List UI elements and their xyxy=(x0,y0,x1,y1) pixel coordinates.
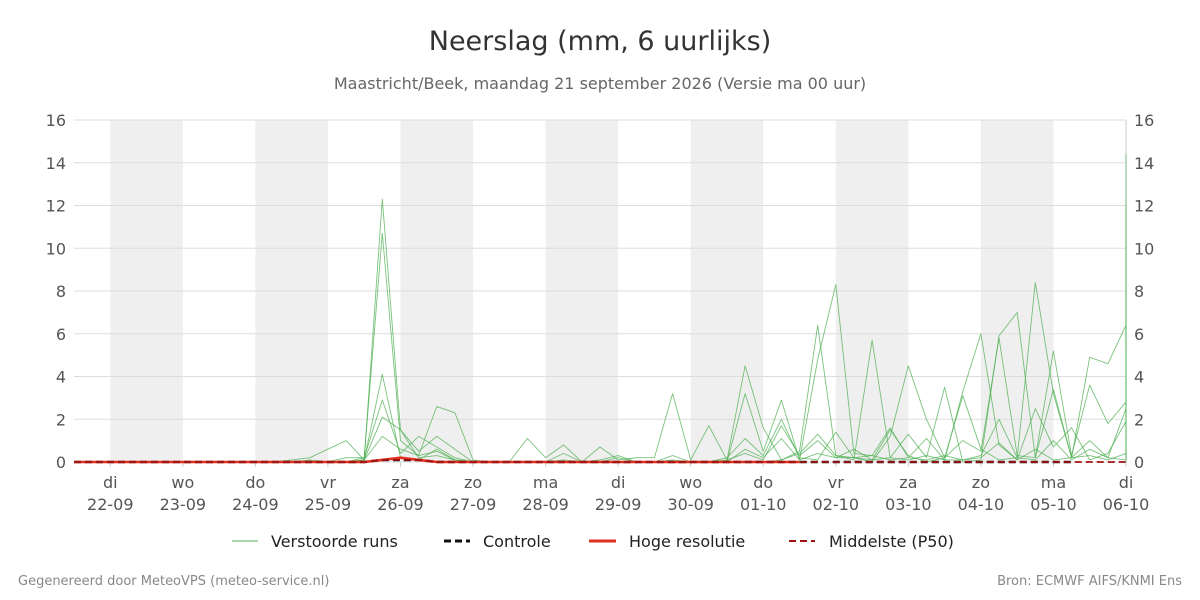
x-tick-day-1: wo xyxy=(171,473,194,492)
x-tick-date-2: 24-09 xyxy=(232,495,279,514)
x-tick-day-6: ma xyxy=(533,473,558,492)
legend-label-hoge-resolutie: Hoge resolutie xyxy=(629,532,745,551)
series-lines xyxy=(74,153,1127,464)
x-tick-date-3: 25-09 xyxy=(305,495,352,514)
legend-label-middelste: Middelste (P50) xyxy=(829,532,954,551)
chart-title: Neerslag (mm, 6 uurlijks) xyxy=(429,26,771,57)
x-tick-date-0: 22-09 xyxy=(87,495,134,514)
legend-item-middelste: Middelste (P50) xyxy=(789,532,954,551)
x-tick-day-12: zo xyxy=(972,473,990,492)
x-tick-day-14: di xyxy=(1119,473,1134,492)
legend-item-controle: Controle xyxy=(444,532,551,551)
legend-item-hoge-resolutie: Hoge resolutie xyxy=(589,532,745,551)
legend-item-verstoorde-runs: Verstoorde runs xyxy=(232,532,398,551)
x-tick-date-8: 30-09 xyxy=(667,495,714,514)
x-tick-date-9: 01-10 xyxy=(740,495,787,514)
y-tick-right-6: 12 xyxy=(1134,197,1154,216)
y-tick-left-1: 2 xyxy=(56,410,66,429)
y-tick-left-4: 8 xyxy=(56,282,66,301)
x-tick-date-4: 26-09 xyxy=(377,495,424,514)
footer-source: Bron: ECMWF AIFS/KNMI Ens xyxy=(997,574,1182,589)
y-tick-left-0: 0 xyxy=(56,453,66,472)
x-tick-day-13: ma xyxy=(1041,473,1066,492)
y-tick-left-5: 10 xyxy=(46,239,66,258)
y-tick-left-6: 12 xyxy=(46,197,66,216)
y-tick-right-8: 16 xyxy=(1134,111,1154,130)
x-axis: di 22-09 wo 23-09 do 24-09 vr 25-09 za 26-09 zo 27-… xyxy=(87,462,1149,514)
chart-subtitle: Maastricht/Beek, maandag 21 september 20… xyxy=(334,74,866,93)
x-tick-date-14: 06-10 xyxy=(1103,495,1150,514)
x-tick-day-0: di xyxy=(103,473,118,492)
x-tick-day-5: zo xyxy=(464,473,482,492)
x-tick-day-8: wo xyxy=(679,473,702,492)
x-tick-day-9: do xyxy=(753,473,773,492)
y-tick-right-5: 10 xyxy=(1134,239,1154,258)
y-tick-right-1: 2 xyxy=(1134,410,1144,429)
y-tick-right-2: 4 xyxy=(1134,368,1144,387)
footer-generated-by: Gegenereerd door MeteoVPS (meteo-service… xyxy=(18,574,329,589)
y-tick-left-3: 6 xyxy=(56,325,66,344)
legend: Verstoorde runs Controle Hoge resolutie … xyxy=(232,532,954,551)
x-tick-date-10: 02-10 xyxy=(813,495,860,514)
x-tick-date-6: 28-09 xyxy=(522,495,569,514)
x-tick-day-2: do xyxy=(245,473,265,492)
y-tick-right-3: 6 xyxy=(1134,325,1144,344)
x-tick-date-7: 29-09 xyxy=(595,495,642,514)
y-tick-left-8: 16 xyxy=(46,111,66,130)
x-tick-day-4: za xyxy=(391,473,409,492)
x-tick-day-3: vr xyxy=(320,473,336,492)
y-tick-right-0: 0 xyxy=(1134,453,1144,472)
x-tick-date-13: 05-10 xyxy=(1030,495,1077,514)
legend-label-controle: Controle xyxy=(483,532,551,551)
y-axis-right: 0 2 4 6 8 10 12 14 16 xyxy=(1134,111,1154,472)
x-tick-date-1: 23-09 xyxy=(160,495,207,514)
x-tick-date-11: 03-10 xyxy=(885,495,932,514)
x-tick-day-10: vr xyxy=(828,473,844,492)
y-tick-right-7: 14 xyxy=(1134,154,1154,173)
y-tick-left-7: 14 xyxy=(46,154,66,173)
y-tick-right-4: 8 xyxy=(1134,282,1144,301)
x-tick-day-11: za xyxy=(899,473,917,492)
y-tick-left-2: 4 xyxy=(56,368,66,387)
x-tick-day-7: di xyxy=(611,473,626,492)
legend-label-verstoorde-runs: Verstoorde runs xyxy=(271,532,398,551)
x-tick-date-12: 04-10 xyxy=(958,495,1005,514)
x-tick-date-5: 27-09 xyxy=(450,495,497,514)
y-axis-left: 0 2 4 6 8 10 12 14 16 xyxy=(46,111,66,472)
